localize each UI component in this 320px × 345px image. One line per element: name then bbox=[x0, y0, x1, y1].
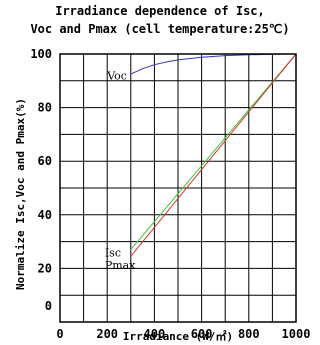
series-line-voc bbox=[130, 53, 297, 75]
chart-subtitle: Voc and Pmax (cell temperature:25℃) bbox=[30, 22, 290, 36]
y-tick-label: 40 bbox=[38, 208, 52, 222]
tick-labels: 0 200 400 600 800 1000 0 20 40 60 80 100 bbox=[30, 47, 310, 341]
x-tick-label: 0 bbox=[56, 327, 63, 341]
y-axis-label: Normalize Isc,Voc and Pmax(%) bbox=[14, 98, 27, 290]
series-line-isc bbox=[130, 53, 297, 250]
x-tick-label: 1000 bbox=[282, 327, 311, 341]
grid bbox=[60, 54, 296, 322]
x-tick-label: 600 bbox=[191, 327, 213, 341]
y-tick-label: 100 bbox=[30, 47, 52, 61]
x-axis-label: Irradiance (W/㎡) bbox=[123, 329, 233, 343]
voc-annotation: Voc bbox=[106, 69, 127, 82]
y-tick-label: 80 bbox=[38, 101, 52, 115]
plot-frame bbox=[59, 53, 297, 323]
chart-title: Irradiance dependence of Isc, bbox=[55, 4, 265, 18]
x-tick-label: 800 bbox=[238, 327, 260, 341]
x-tick-label: 200 bbox=[96, 327, 118, 341]
isc-annotation: Isc bbox=[105, 246, 121, 259]
y-tick-label: 60 bbox=[38, 154, 52, 168]
y-tick-label: 0 bbox=[45, 299, 52, 313]
x-tick-label: 400 bbox=[144, 327, 166, 341]
pmax-annotation: Pmax bbox=[105, 259, 136, 272]
series-group bbox=[130, 53, 297, 257]
y-tick-label: 20 bbox=[38, 261, 52, 275]
series-line-pmax bbox=[130, 53, 297, 257]
